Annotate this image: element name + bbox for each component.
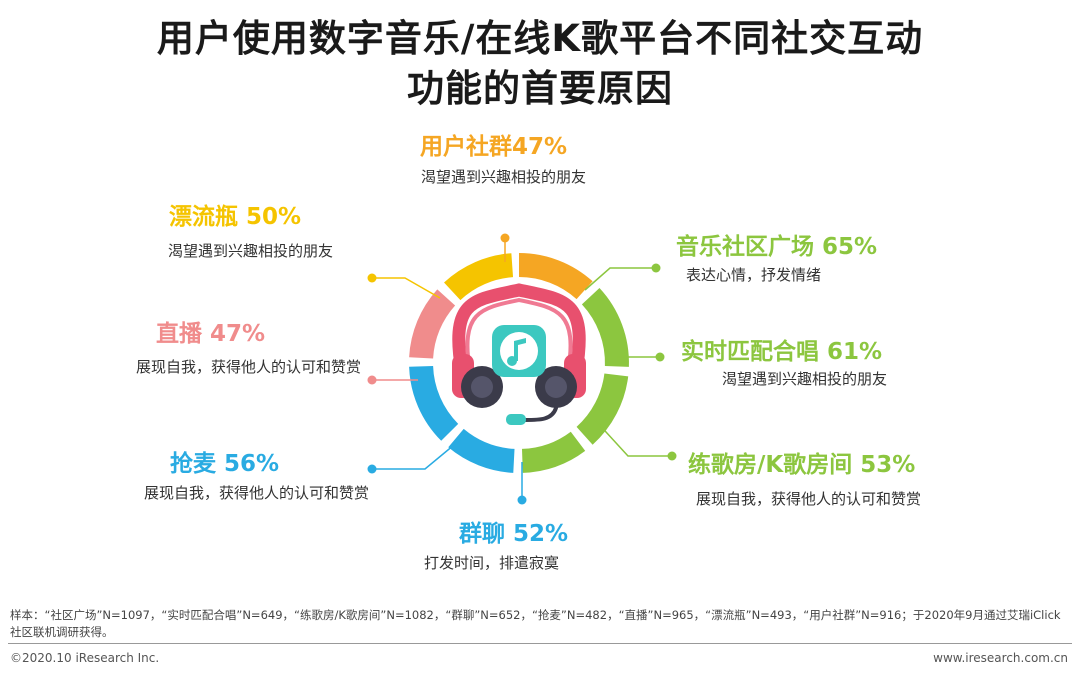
leader-dot-ktv-room bbox=[667, 451, 677, 461]
leader-line-drift-bottle bbox=[372, 277, 441, 299]
ring-segment-user-community bbox=[518, 253, 593, 300]
website-url: www.iresearch.com.cn bbox=[933, 651, 1068, 665]
copyright-text: ©2020.10 iResearch Inc. bbox=[10, 651, 160, 665]
ring-segment-music-square bbox=[581, 288, 629, 367]
desc-realtime-chorus: 渴望遇到兴趣相投的朋友 bbox=[722, 370, 888, 388]
chart-title: 用户使用数字音乐/在线K歌平台不同社交互动 功能的首要原因 bbox=[0, 14, 1080, 114]
ring-segment-grab-mic bbox=[409, 365, 459, 441]
label-realtime-chorus: 实时匹配合唱 61% bbox=[681, 339, 883, 365]
desc-user-community: 渴望遇到兴趣相投的朋友 bbox=[421, 168, 587, 186]
leader-line-ktv-room bbox=[594, 419, 672, 457]
leader-dot-live-stream bbox=[367, 375, 377, 385]
desc-drift-bottle: 渴望遇到兴趣相投的朋友 bbox=[168, 242, 334, 260]
title-line-2: 功能的首要原因 bbox=[407, 67, 673, 110]
headphones-music-icon bbox=[452, 283, 586, 425]
leader-dot-music-square bbox=[651, 263, 661, 273]
label-ktv-room: 练歌房/K歌房间 53% bbox=[688, 452, 916, 478]
ring-segment-group-chat bbox=[448, 428, 515, 473]
desc-group-chat: 打发时间，排遣寂寞 bbox=[424, 554, 560, 572]
ring-segment-drift-bottle bbox=[444, 253, 514, 301]
title-line-1: 用户使用数字音乐/在线K歌平台不同社交互动 bbox=[156, 17, 924, 60]
label-grab-mic: 抢麦 56% bbox=[170, 451, 280, 477]
leader-dot-drift-bottle bbox=[367, 273, 377, 283]
desc-music-square: 表达心情，抒发情绪 bbox=[686, 266, 822, 284]
ring-segment-realtime-chorus bbox=[576, 373, 629, 445]
sample-footnote: 样本：“社区广场”N=1097，“实时匹配合唱”N=649，“练歌房/K歌房间”… bbox=[10, 608, 1061, 639]
leader-dot-realtime-chorus bbox=[655, 352, 665, 362]
label-drift-bottle: 漂流瓶 50% bbox=[169, 204, 302, 230]
leader-dot-group-chat bbox=[517, 495, 527, 505]
desc-grab-mic: 展现自我，获得他人的认可和赞赏 bbox=[144, 484, 370, 502]
desc-ktv-room: 展现自我，获得他人的认可和赞赏 bbox=[696, 490, 922, 508]
leader-line-music-square bbox=[584, 267, 656, 291]
ring-segment-live-stream bbox=[409, 289, 456, 359]
label-user-community: 用户社群47% bbox=[420, 134, 568, 160]
label-live-stream: 直播 47% bbox=[156, 321, 266, 347]
label-music-square: 音乐社区广场 65% bbox=[676, 234, 878, 260]
footer-divider bbox=[8, 643, 1072, 644]
label-group-chat: 群聊 52% bbox=[459, 521, 569, 547]
leader-line-grab-mic bbox=[372, 439, 461, 470]
leader-dot-user-community bbox=[500, 233, 510, 243]
ring-segment-ktv-room bbox=[521, 431, 586, 473]
desc-live-stream: 展现自我，获得他人的认可和赞赏 bbox=[136, 358, 362, 376]
leader-dot-grab-mic bbox=[367, 464, 377, 474]
